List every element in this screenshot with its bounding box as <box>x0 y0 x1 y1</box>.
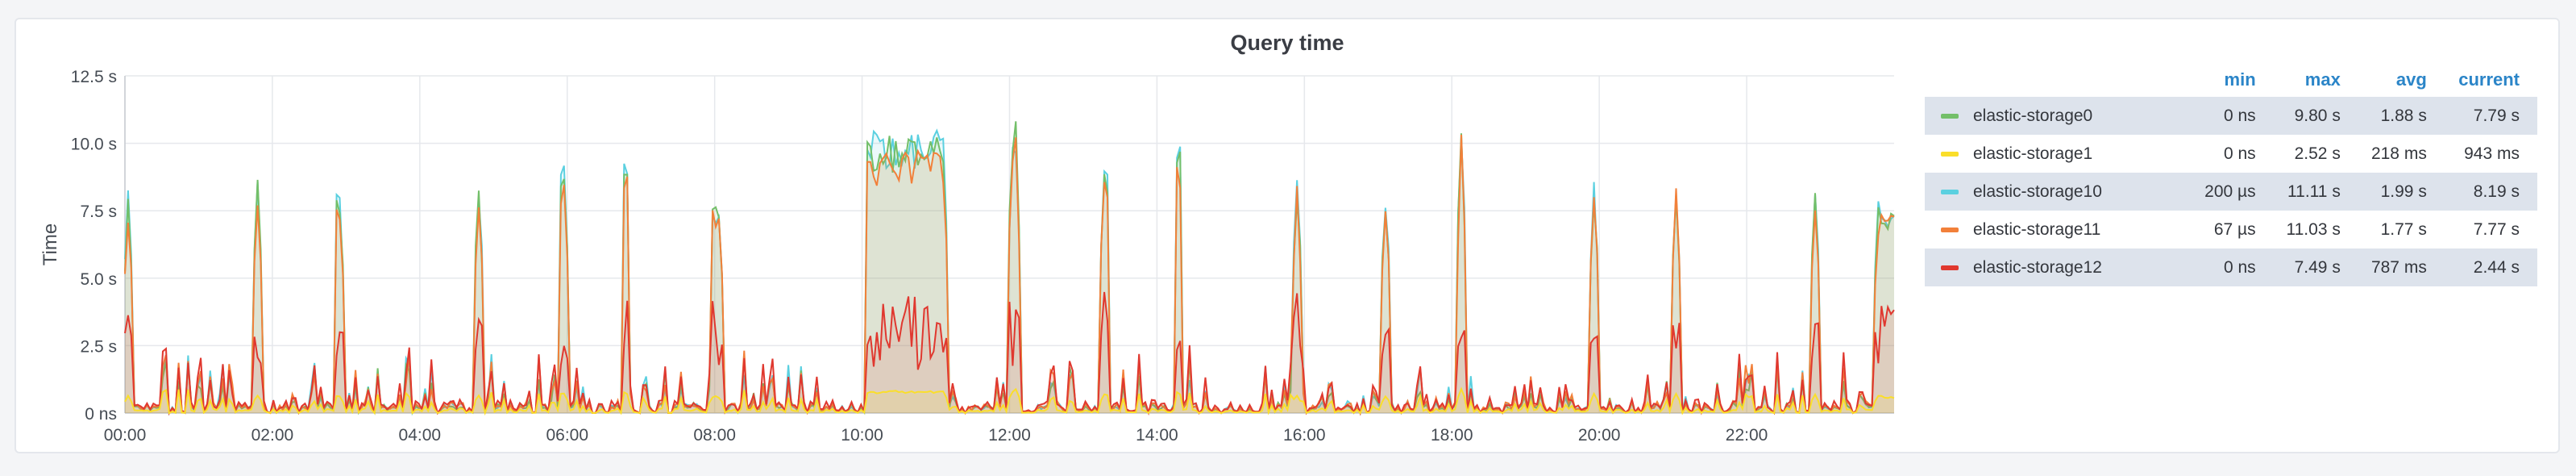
y-axis-label: Time <box>39 223 61 265</box>
x-tick-label: 04:00 <box>399 426 442 445</box>
legend-series-label: elastic-storage12 <box>1973 257 2102 277</box>
legend-min: 200 µs <box>2192 173 2274 211</box>
series-color-swatch <box>1941 113 1959 119</box>
legend-series-name[interactable]: elastic-storage10 <box>1925 173 2192 211</box>
x-tick-label: 12:00 <box>988 426 1031 445</box>
x-tick-label: 22:00 <box>1726 426 1768 445</box>
series-area-elastic-storage12 <box>125 292 1894 413</box>
legend-series-name[interactable]: elastic-storage11 <box>1925 211 2192 248</box>
legend-current: 7.79 s <box>2444 97 2537 135</box>
legend-row[interactable]: elastic-storage1 0 ns 2.52 s 218 ms 943 … <box>1925 135 2537 173</box>
legend-avg: 1.88 s <box>2358 97 2445 135</box>
legend-series-label: elastic-storage11 <box>1973 219 2101 239</box>
legend-current: 7.77 s <box>2473 219 2520 239</box>
legend-col-min[interactable]: min <box>2224 69 2256 90</box>
legend-avg: 1.77 s <box>2380 219 2427 239</box>
legend-row[interactable]: elastic-storage12 0 ns 7.49 s 787 ms 2.4… <box>1925 248 2537 286</box>
legend-col-current[interactable]: current <box>2458 69 2520 90</box>
legend-avg: 1.99 s <box>2358 173 2445 211</box>
legend-table: min max avg current elastic-storage0 0 n… <box>1925 69 2537 286</box>
x-tick-label: 00:00 <box>104 426 147 445</box>
legend-row[interactable]: elastic-storage11 67 µs 11.03 s 1.77 s 7… <box>1925 211 2537 248</box>
legend-avg: 787 ms <box>2358 248 2445 286</box>
legend-row[interactable]: elastic-storage0 0 ns 9.80 s 1.88 s 7.79… <box>1925 97 2537 135</box>
y-tick-label: 2.5 s <box>80 337 117 356</box>
legend-max: 2.52 s <box>2294 144 2341 163</box>
legend-min: 67 µs <box>2213 219 2256 239</box>
y-tick-label: 7.5 s <box>80 203 117 221</box>
legend-col-avg[interactable]: avg <box>2395 69 2427 90</box>
x-tick-label: 20:00 <box>1578 426 1621 445</box>
y-tick-label: 5.0 s <box>80 270 117 289</box>
series-line-elastic-storage11[interactable] <box>124 134 1895 415</box>
legend-avg: 218 ms <box>2370 144 2427 163</box>
panel-title[interactable]: Query time <box>1230 31 1344 55</box>
legend-current: 8.19 s <box>2444 173 2537 211</box>
legend-max: 11.11 s <box>2273 173 2358 211</box>
series-line-elastic-storage1[interactable] <box>124 386 1895 416</box>
legend-min: 0 ns <box>2192 248 2274 286</box>
series-color-swatch <box>1941 151 1959 157</box>
y-tick-label: 0 ns <box>85 405 117 424</box>
legend-series-name[interactable]: elastic-storage12 <box>1925 248 2192 286</box>
series-color-swatch <box>1941 189 1959 194</box>
legend-row[interactable]: elastic-storage10 200 µs 11.11 s 1.99 s … <box>1925 173 2537 211</box>
legend-series-label: elastic-storage0 <box>1973 106 2093 125</box>
series-color-swatch <box>1941 227 1959 232</box>
legend: min max avg current elastic-storage0 0 n… <box>1925 69 2545 286</box>
x-tick-label: 18:00 <box>1431 426 1473 445</box>
legend-series-label: elastic-storage1 <box>1973 144 2093 163</box>
legend-series-name[interactable]: elastic-storage0 <box>1925 97 2192 135</box>
legend-max: 11.03 s <box>2286 219 2341 239</box>
y-tick-label: 12.5 s <box>71 68 117 86</box>
x-tick-label: 14:00 <box>1136 426 1178 445</box>
legend-min: 0 ns <box>2223 144 2256 163</box>
query-time-panel: Query time 0 ns 2.5 s 5.0 s 7.5 s 10.0 s 12.5… <box>15 18 2560 453</box>
legend-col-max[interactable]: max <box>2304 69 2341 90</box>
legend-name-header <box>1925 69 2192 97</box>
legend-max: 9.80 s <box>2273 97 2358 135</box>
legend-body: elastic-storage0 0 ns 9.80 s 1.88 s 7.79… <box>1925 97 2537 286</box>
x-tick-label: 10:00 <box>841 426 883 445</box>
query-time-chart: 0 ns 2.5 s 5.0 s 7.5 s 10.0 s 12.5 s 00:00 02:0… <box>39 68 1895 445</box>
x-tick-label: 06:00 <box>546 426 588 445</box>
legend-series-label: elastic-storage10 <box>1973 182 2102 201</box>
x-tick-label: 16:00 <box>1283 426 1326 445</box>
x-tick-label: 08:00 <box>693 426 736 445</box>
x-tick-label: 02:00 <box>251 426 294 445</box>
legend-current: 2.44 s <box>2444 248 2537 286</box>
legend-current: 943 ms <box>2464 144 2520 163</box>
series-line-elastic-storage12[interactable] <box>124 291 1895 416</box>
legend-series-name[interactable]: elastic-storage1 <box>1925 135 2192 173</box>
y-tick-label: 10.0 s <box>71 136 117 154</box>
series-color-swatch <box>1941 265 1959 270</box>
legend-max: 7.49 s <box>2273 248 2358 286</box>
legend-min: 0 ns <box>2192 97 2274 135</box>
